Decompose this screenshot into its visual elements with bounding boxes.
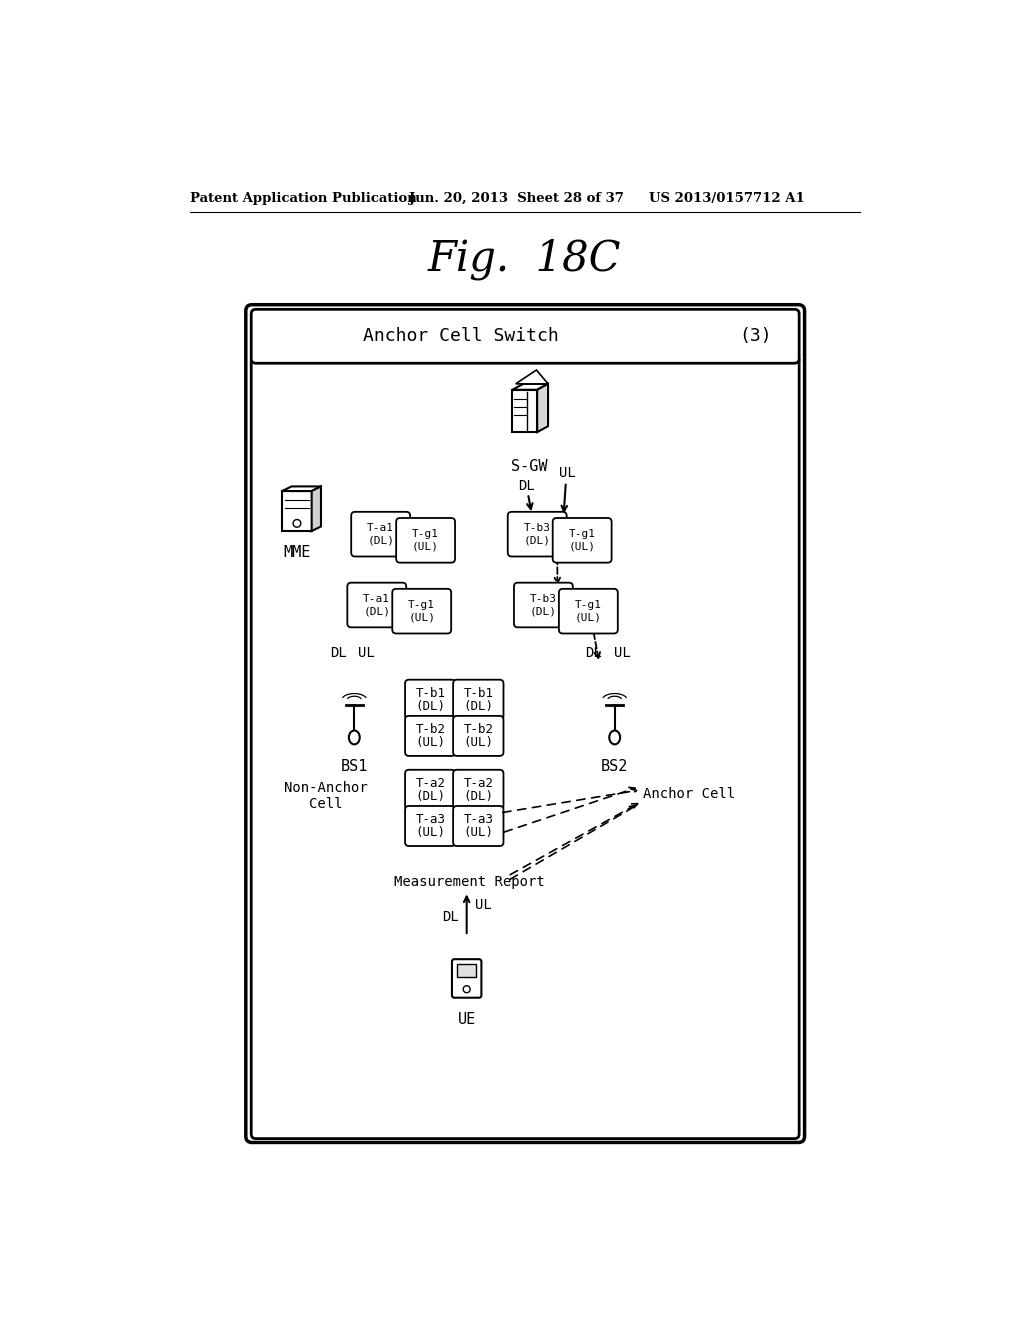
Text: (DL): (DL) <box>463 791 494 804</box>
FancyBboxPatch shape <box>453 715 504 756</box>
Text: DL: DL <box>585 647 601 660</box>
Text: (UL): (UL) <box>416 737 445 750</box>
FancyBboxPatch shape <box>406 807 456 846</box>
Text: (DL): (DL) <box>368 536 394 545</box>
Text: DL: DL <box>518 479 535 494</box>
Text: (UL): (UL) <box>463 737 494 750</box>
FancyBboxPatch shape <box>508 512 566 557</box>
Text: T-g1: T-g1 <box>568 529 596 539</box>
Text: (UL): (UL) <box>463 826 494 840</box>
Text: BS1: BS1 <box>341 759 368 775</box>
Text: T-b2: T-b2 <box>416 723 445 737</box>
Text: T-b1: T-b1 <box>463 686 494 700</box>
FancyBboxPatch shape <box>251 356 799 1139</box>
FancyBboxPatch shape <box>251 309 799 363</box>
FancyBboxPatch shape <box>396 517 455 562</box>
Text: (DL): (DL) <box>523 536 551 545</box>
Bar <box>512 389 538 432</box>
Text: (DL): (DL) <box>416 791 445 804</box>
Text: MME: MME <box>284 545 310 560</box>
Ellipse shape <box>609 730 621 744</box>
FancyBboxPatch shape <box>406 680 456 719</box>
Text: Anchor Cell Switch: Anchor Cell Switch <box>364 327 559 346</box>
Text: (DL): (DL) <box>416 700 445 713</box>
Text: DL: DL <box>331 647 347 660</box>
FancyBboxPatch shape <box>347 582 407 627</box>
Text: Measurement Report: Measurement Report <box>393 875 545 890</box>
Text: T-a1: T-a1 <box>368 523 394 533</box>
Text: T-b3: T-b3 <box>523 523 551 533</box>
Polygon shape <box>538 384 548 432</box>
Text: US 2013/0157712 A1: US 2013/0157712 A1 <box>649 191 805 205</box>
Text: UE: UE <box>458 1011 476 1027</box>
Polygon shape <box>512 384 548 389</box>
Text: (DL): (DL) <box>529 606 557 616</box>
Text: S-GW: S-GW <box>511 459 548 474</box>
Circle shape <box>463 986 470 993</box>
Polygon shape <box>283 487 321 491</box>
Text: (3): (3) <box>739 327 772 346</box>
Polygon shape <box>516 370 548 384</box>
FancyBboxPatch shape <box>406 715 456 756</box>
Text: T-g1: T-g1 <box>574 599 602 610</box>
Text: UL: UL <box>614 647 631 660</box>
FancyBboxPatch shape <box>246 305 805 1143</box>
Text: (UL): (UL) <box>416 826 445 840</box>
Text: Non-Anchor
Cell: Non-Anchor Cell <box>284 781 368 810</box>
FancyBboxPatch shape <box>406 770 456 810</box>
Text: DL: DL <box>442 909 459 924</box>
Text: T-a3: T-a3 <box>416 813 445 826</box>
Text: Jun. 20, 2013  Sheet 28 of 37: Jun. 20, 2013 Sheet 28 of 37 <box>409 191 624 205</box>
Text: (DL): (DL) <box>364 606 390 616</box>
FancyBboxPatch shape <box>453 807 504 846</box>
FancyBboxPatch shape <box>392 589 452 634</box>
Text: T-a3: T-a3 <box>463 813 494 826</box>
Text: (UL): (UL) <box>574 612 602 623</box>
Text: BS2: BS2 <box>601 759 629 775</box>
Circle shape <box>293 520 301 527</box>
Text: (DL): (DL) <box>463 700 494 713</box>
Text: (UL): (UL) <box>412 541 439 552</box>
Text: T-a2: T-a2 <box>463 777 494 791</box>
Text: Patent Application Publication: Patent Application Publication <box>190 191 417 205</box>
FancyBboxPatch shape <box>559 589 617 634</box>
Bar <box>458 964 476 977</box>
FancyBboxPatch shape <box>514 582 572 627</box>
FancyBboxPatch shape <box>452 960 481 998</box>
Text: UL: UL <box>474 898 492 912</box>
Text: T-g1: T-g1 <box>409 599 435 610</box>
Text: T-a1: T-a1 <box>364 594 390 603</box>
FancyBboxPatch shape <box>553 517 611 562</box>
FancyBboxPatch shape <box>351 512 410 557</box>
Text: (UL): (UL) <box>568 541 596 552</box>
Text: T-g1: T-g1 <box>412 529 439 539</box>
Text: Fig.  18C: Fig. 18C <box>428 238 622 280</box>
Text: (UL): (UL) <box>409 612 435 623</box>
Text: T-a2: T-a2 <box>416 777 445 791</box>
Text: Anchor Cell: Anchor Cell <box>643 787 735 801</box>
Ellipse shape <box>349 730 359 744</box>
Bar <box>283 491 311 531</box>
Polygon shape <box>311 487 321 531</box>
FancyBboxPatch shape <box>453 680 504 719</box>
Text: UL: UL <box>559 466 575 479</box>
Text: T-b2: T-b2 <box>463 723 494 737</box>
Text: T-b1: T-b1 <box>416 686 445 700</box>
Text: UL: UL <box>357 647 375 660</box>
FancyBboxPatch shape <box>453 770 504 810</box>
Text: T-b3: T-b3 <box>529 594 557 603</box>
